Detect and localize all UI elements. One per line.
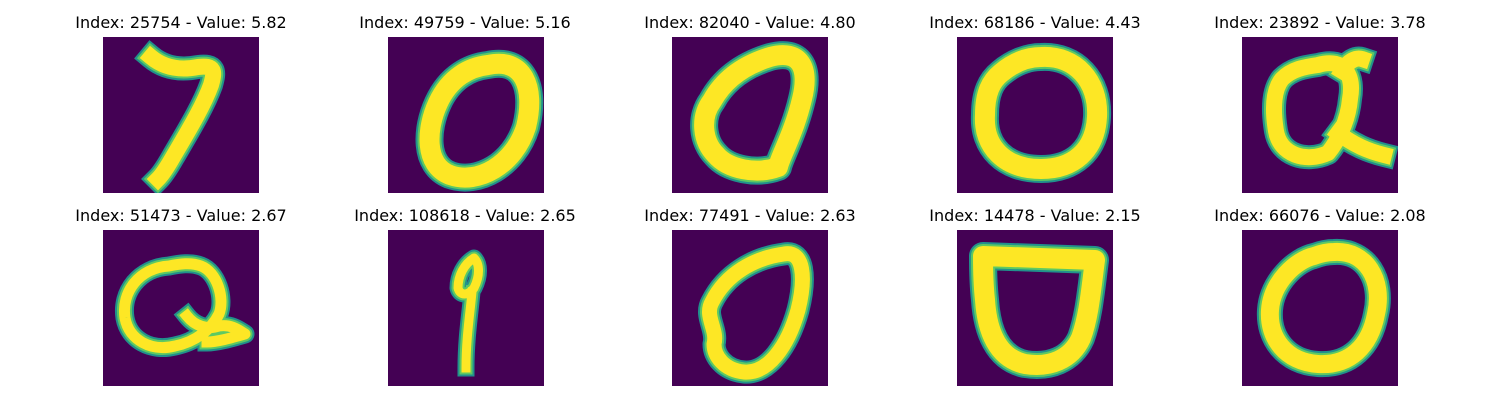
digit-image [1242, 37, 1398, 193]
panel-caption: Index: 68186 - Value: 4.43 [929, 13, 1141, 32]
digit-image [103, 37, 259, 193]
handwritten-digit-zero-stroke [974, 46, 1108, 179]
digit-image-panel [957, 230, 1113, 386]
panel-caption: Index: 51473 - Value: 2.67 [75, 206, 287, 225]
digit-image-panel [957, 37, 1113, 193]
digit-image [1242, 230, 1398, 386]
digit-image-panel [103, 37, 259, 193]
handwritten-letter-q-stroke [1326, 121, 1394, 165]
handwritten-digit-zero-stroke [419, 53, 540, 188]
digit-image [672, 37, 828, 193]
handwritten-letter-q-stroke [1266, 55, 1359, 166]
digit-image [957, 37, 1113, 193]
handwritten-digit-seven-stroke [139, 45, 222, 191]
digit-image [957, 230, 1113, 386]
digit-image-panel [1242, 230, 1398, 386]
panel-caption: Index: 66076 - Value: 2.08 [1214, 206, 1426, 225]
digit-image [672, 230, 828, 386]
handwritten-letter-d-stroke [973, 246, 1105, 375]
digit-image-panel [388, 230, 544, 386]
handwritten-digit-nine-stroke [453, 253, 483, 299]
panel-caption: Index: 49759 - Value: 5.16 [359, 13, 571, 32]
panel-caption: Index: 23892 - Value: 3.78 [1214, 13, 1426, 32]
handwritten-letter-q-stroke [179, 308, 251, 348]
panel-caption: Index: 25754 - Value: 5.82 [75, 13, 287, 32]
digit-image-panel [672, 37, 828, 193]
digit-image [103, 230, 259, 386]
digit-image [388, 230, 544, 386]
digit-image-panel [1242, 37, 1398, 193]
panel-caption: Index: 77491 - Value: 2.63 [644, 206, 856, 225]
digit-image-panel [672, 230, 828, 386]
digit-image [388, 37, 544, 193]
handwritten-letter-q-stroke [118, 258, 227, 353]
handwritten-digit-zero-stroke [694, 45, 815, 181]
handwritten-letter-q-stroke [1331, 50, 1373, 82]
digit-image-panel [388, 37, 544, 193]
digit-image-panel [103, 230, 259, 386]
panel-caption: Index: 14478 - Value: 2.15 [929, 206, 1141, 225]
handwritten-digit-zero-stroke [1260, 242, 1387, 374]
panel-caption: Index: 108618 - Value: 2.65 [354, 206, 576, 225]
handwritten-digit-nine-stroke [461, 287, 477, 373]
handwritten-digit-zero-stroke [702, 246, 810, 380]
panel-caption: Index: 82040 - Value: 4.80 [644, 13, 856, 32]
